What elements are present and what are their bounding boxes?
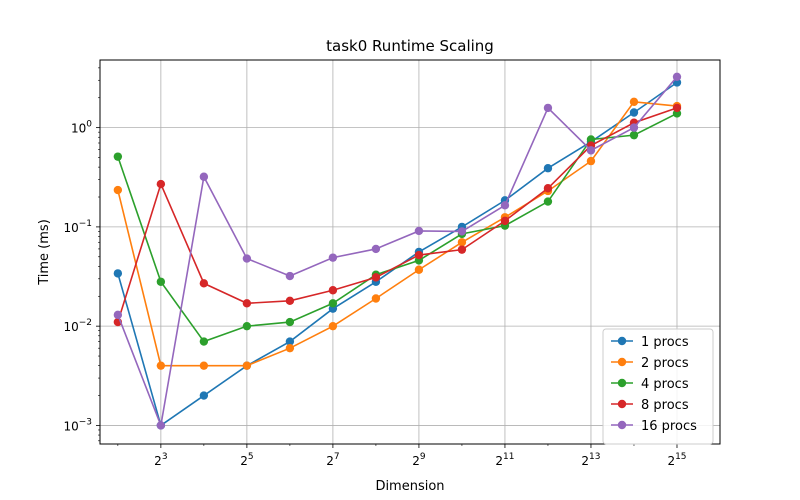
data-point — [414, 265, 424, 274]
plot-frame — [99, 59, 721, 445]
data-point — [328, 286, 338, 295]
data-point — [285, 296, 295, 306]
data-point — [457, 238, 467, 247]
legend-swatch-marker — [617, 357, 627, 367]
x-tick-label: 29 — [412, 452, 426, 468]
legend-label: 16 procs — [641, 419, 697, 434]
data-point — [113, 185, 123, 195]
data-point — [156, 361, 166, 370]
data-point — [457, 245, 467, 254]
series-line — [117, 107, 678, 323]
legend-item: 8 procs — [611, 398, 689, 413]
data-point — [500, 201, 510, 210]
data-point — [371, 244, 381, 254]
x-tick-label: 215 — [667, 452, 686, 468]
data-point — [629, 130, 639, 140]
data-point — [328, 253, 338, 262]
x-tick-label: 211 — [495, 452, 514, 468]
chart-title: task0 Runtime Scaling — [326, 37, 494, 55]
data-point — [113, 269, 123, 278]
x-tick-label: 213 — [581, 452, 600, 468]
data-point — [156, 179, 166, 189]
data-point — [199, 361, 209, 370]
legend-swatch-marker — [617, 336, 627, 346]
data-point — [113, 310, 123, 320]
data-point — [543, 184, 553, 193]
legend-label: 4 procs — [641, 377, 689, 392]
legend-swatch-marker — [617, 420, 627, 430]
x-tick-label: 25 — [240, 452, 253, 468]
data-point — [328, 299, 338, 308]
data-point — [371, 273, 381, 282]
legend-item: 2 procs — [611, 356, 689, 371]
y-tick-label: 10−2 — [63, 318, 92, 334]
series-line — [117, 100, 678, 367]
data-point — [113, 152, 123, 161]
legend-box — [602, 328, 714, 445]
data-point — [285, 337, 295, 346]
data-point — [629, 108, 639, 117]
data-point — [242, 254, 252, 263]
data-point — [586, 146, 596, 155]
data-point — [199, 391, 209, 400]
data-point — [500, 216, 510, 226]
data-point — [285, 343, 295, 353]
data-point — [156, 421, 166, 430]
series-line — [117, 112, 678, 343]
legend: 1 procs 2 procs 4 procs 8 procs 16 procs — [602, 328, 714, 445]
data-point — [586, 135, 596, 144]
data-point — [199, 337, 209, 346]
data-point — [371, 294, 381, 303]
data-point — [543, 103, 553, 113]
data-point — [242, 299, 252, 308]
legend-swatch-marker — [617, 399, 627, 409]
x-tick-label: 23 — [154, 452, 167, 468]
legend-item: 4 procs — [611, 377, 689, 392]
data-point — [672, 72, 682, 82]
legend-label: 8 procs — [641, 398, 689, 413]
data-point — [629, 97, 639, 107]
data-point — [156, 277, 166, 286]
data-point — [629, 123, 639, 132]
x-axis-label: Dimension — [375, 479, 444, 494]
legend-label: 2 procs — [641, 356, 689, 371]
legend-swatch-marker — [617, 378, 627, 388]
data-point — [242, 361, 252, 370]
legend-item: 16 procs — [611, 419, 697, 434]
series-layer — [113, 72, 682, 430]
data-point — [672, 103, 682, 113]
y-tick-label: 10−1 — [63, 219, 92, 235]
data-point — [414, 226, 424, 236]
data-point — [285, 317, 295, 327]
series-line — [117, 76, 678, 429]
x-tick-label: 27 — [326, 452, 339, 468]
series-16-procs — [113, 72, 682, 430]
data-point — [414, 250, 424, 260]
y-axis-label: Time (ms) — [37, 219, 52, 286]
data-point — [242, 321, 252, 331]
data-point — [285, 271, 295, 281]
axis-ticks: 23 25 27 29 211 213 215 10−3 10−2 10−1 100 — [63, 67, 687, 468]
y-tick-label: 10−3 — [63, 417, 92, 433]
data-point — [543, 164, 553, 173]
data-point — [543, 197, 553, 206]
data-point — [586, 156, 596, 166]
data-point — [199, 279, 209, 288]
legend-item: 1 procs — [611, 335, 689, 350]
data-point — [199, 172, 209, 181]
y-tick-label: 100 — [71, 120, 92, 136]
data-point — [328, 321, 338, 331]
data-point — [457, 227, 467, 236]
legend-label: 1 procs — [641, 335, 689, 350]
